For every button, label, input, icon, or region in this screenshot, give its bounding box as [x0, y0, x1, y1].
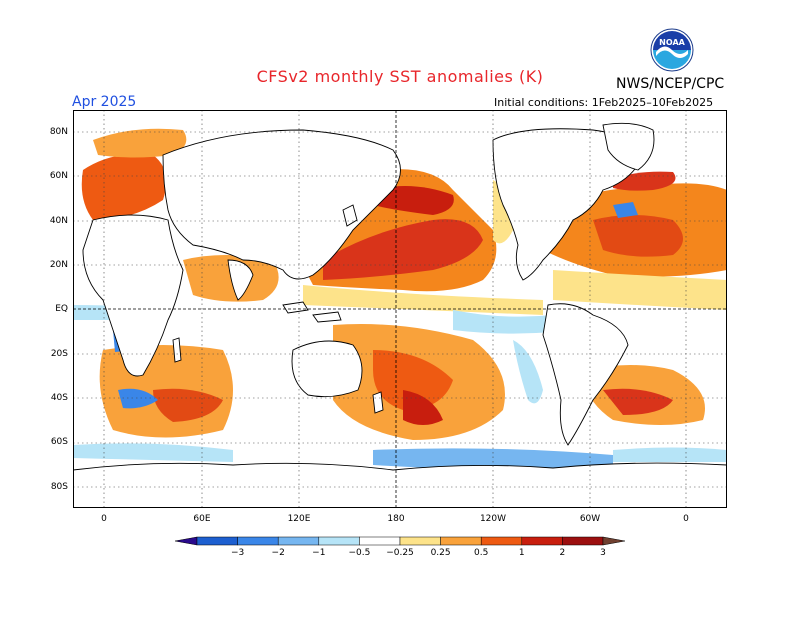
- colorbar-box: [196, 536, 238, 546]
- lon-label: 120W: [479, 514, 507, 524]
- colorbar-box: [562, 536, 604, 546]
- continents: [73, 122, 727, 508]
- lat-label: 60S: [50, 437, 68, 447]
- antarctica: [73, 462, 727, 508]
- sst-anomaly-map: [73, 110, 727, 508]
- lon-label: 180: [387, 514, 405, 524]
- colorbar-tick-label: −2: [271, 548, 285, 558]
- australia: [291, 340, 363, 398]
- south-america: [542, 303, 629, 446]
- lon-label: 60W: [579, 514, 601, 524]
- lon-label: 60E: [193, 514, 211, 524]
- chart-title: CFSv2 monthly SST anomalies (K): [256, 67, 544, 86]
- lat-label: 60N: [49, 171, 68, 181]
- colorbar-tick-label: 3: [600, 548, 606, 558]
- colorbar-box: [277, 536, 320, 546]
- lat-label: EQ: [55, 304, 68, 314]
- colorbar-tick-label: 1: [518, 548, 525, 558]
- colorbar-max-arrow: [602, 536, 625, 546]
- madagascar: [172, 337, 182, 363]
- forecast-month: Apr 2025: [72, 94, 137, 110]
- colorbar: [175, 536, 625, 546]
- lat-label: 40N: [49, 216, 68, 226]
- colorbar-tick-label: −1: [312, 548, 326, 558]
- logo-text: NOAA: [659, 38, 685, 47]
- new-zealand: [372, 391, 384, 414]
- lat-label: 80N: [49, 127, 68, 137]
- lon-label: 0: [683, 514, 689, 524]
- colorbar-tick-label: −0.5: [348, 548, 371, 558]
- lon-label: 0: [101, 514, 107, 524]
- reference-lines: [73, 110, 727, 508]
- initial-conditions: Initial conditions: 1Feb2025–10Feb2025: [494, 96, 714, 109]
- india: [227, 259, 254, 301]
- maritime-continent: [282, 301, 342, 323]
- colorbar-tick-label: 2: [559, 548, 566, 558]
- eurasia: [162, 129, 401, 280]
- lat-label: 20N: [49, 260, 68, 270]
- colorbar-tick-label: 0.5: [474, 548, 489, 558]
- colorbar-box: [359, 536, 401, 546]
- colorbar-box: [440, 536, 482, 546]
- colorbar-tick-label: −3: [230, 548, 245, 558]
- agency-label: NWS/NCEP/CPC: [616, 76, 725, 92]
- colorbar-tick-label: 0.25: [430, 548, 451, 558]
- lat-label: 20S: [50, 349, 68, 359]
- map-frame: [73, 110, 727, 508]
- colorbar-box: [480, 536, 523, 546]
- noaa-logo: NOAA: [650, 28, 694, 72]
- colorbar-box: [399, 536, 441, 546]
- lon-label: 120E: [287, 514, 311, 524]
- lat-label: 80S: [50, 482, 68, 492]
- colorbar-box: [318, 536, 360, 546]
- colorbar-tick-label: −0.25: [386, 548, 414, 558]
- lat-label: 40S: [50, 393, 68, 403]
- colorbar-box: [521, 536, 563, 546]
- greenland: [602, 122, 655, 171]
- africa: [82, 214, 184, 377]
- colorbar-min-arrow: [175, 536, 198, 546]
- colorbar-box: [237, 536, 279, 546]
